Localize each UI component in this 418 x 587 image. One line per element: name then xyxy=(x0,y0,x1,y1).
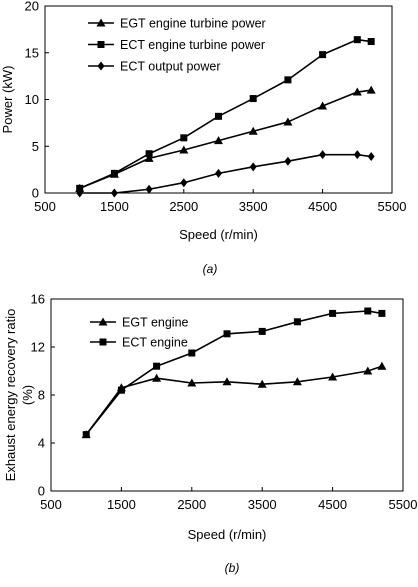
chart-b-y-tick-label: 12 xyxy=(31,340,45,355)
chart-b-series-1-point xyxy=(292,377,302,386)
chart-b-plot-frame xyxy=(50,298,404,492)
chart-b-legend-marker-2 xyxy=(99,338,107,346)
chart-a-series-3-point xyxy=(180,178,188,188)
chart-b-series-2-point xyxy=(153,362,161,370)
chart-a-series-2-point xyxy=(76,184,84,192)
chart-b-series-1-point xyxy=(363,366,373,375)
chart-a-series-1-point xyxy=(352,87,362,96)
chart-a-series-2-point xyxy=(215,112,222,120)
chart-b-x-tick-label: 500 xyxy=(40,497,62,512)
chart-a-series-2-point xyxy=(180,134,188,142)
chart-a-x-tick-label: 2500 xyxy=(169,199,198,214)
chart-a-caption: (a) xyxy=(203,262,218,276)
chart-a-series-1-point xyxy=(248,126,258,135)
chart-b-legend-label-2: ECT engine xyxy=(122,336,188,350)
chart-b-caption: (b) xyxy=(225,561,240,575)
chart-b-series-2-point xyxy=(223,330,231,338)
chart-b-series-2-point xyxy=(293,318,301,326)
chart-a-x-tick-label: 500 xyxy=(34,199,56,214)
chart-a-series-3-point xyxy=(367,152,375,162)
chart-a-x-tick-label: 1500 xyxy=(100,199,129,214)
chart-a-series-3-point xyxy=(76,188,84,198)
chart-a-series-1-point xyxy=(366,85,376,94)
chart-a-x-axis-label: Speed (r/min) xyxy=(179,227,258,242)
chart-a-series-line-1 xyxy=(79,89,372,190)
chart-b-series-2-point xyxy=(117,386,125,394)
chart-b-x-axis-label: Speed (r/min) xyxy=(188,527,267,542)
chart-a-series-2-point xyxy=(249,95,257,103)
chart-b-y-tick-label: 0 xyxy=(38,484,45,499)
chart-a-legend-marker-2 xyxy=(97,41,105,48)
chart-b-x-tick-label: 1500 xyxy=(107,497,136,512)
chart-b-series-line-1 xyxy=(85,365,383,436)
chart-b-x-tick-label: 4500 xyxy=(318,497,347,512)
chart-a-y-tick-label: 0 xyxy=(32,186,39,201)
chart-b-series-2-point xyxy=(82,431,90,439)
chart-b-x-tick-label: 3500 xyxy=(248,497,277,512)
chart-a-x-tick-label: 5500 xyxy=(378,199,407,214)
chart-a-y-tick-label: 15 xyxy=(25,45,39,60)
chart-a-series-line-3 xyxy=(79,153,372,194)
chart-a-series-3-point xyxy=(145,184,153,194)
chart-b-x-tick-label: 2500 xyxy=(177,497,206,512)
chart-a-series-1-point xyxy=(214,136,223,145)
chart-a-legend-label-1: EGT engine turbine power xyxy=(120,17,266,31)
chart-b-series-2-point xyxy=(188,349,196,357)
chart-a-series-3-point xyxy=(353,150,361,160)
chart-a-series-1-point xyxy=(144,153,154,162)
chart-a-series-2-point xyxy=(319,51,327,59)
chart-b-series-2-point xyxy=(258,327,266,335)
chart-a-series-3-point xyxy=(319,150,327,160)
chart-b-series-1-point xyxy=(152,373,162,382)
chart-b-series-line-2 xyxy=(85,310,383,436)
chart-a-series-1-point xyxy=(318,101,328,110)
chart-a-y-tick-label: 5 xyxy=(32,139,39,154)
chart-b-y-tick-label: 16 xyxy=(31,292,45,307)
chart-b-series-2-point xyxy=(378,309,386,317)
chart-b-y-tick-label: 4 xyxy=(38,436,45,451)
chart-a-series-2-point xyxy=(353,36,361,44)
chart-a-y-tick-label: 20 xyxy=(25,0,39,14)
chart-a-series-line-2 xyxy=(79,38,372,190)
chart-b-series-1-point xyxy=(257,379,267,388)
chart-a-x-tick-label: 3500 xyxy=(239,199,268,214)
chart-a-x-tick-label: 4500 xyxy=(308,199,337,214)
chart-a-series-2-point xyxy=(145,150,153,158)
chart-a-series-1-point xyxy=(179,145,189,154)
chart-a-series-2-point xyxy=(367,38,375,46)
chart-b-legend-label-1: EGT engine xyxy=(122,316,189,330)
chart-a-legend-marker-3 xyxy=(97,61,105,71)
chart-b-series-1-point xyxy=(187,378,197,387)
chart-b-y-tick-label: 8 xyxy=(38,388,45,403)
chart-b-series-2-point xyxy=(329,309,337,317)
chart-a-legend-marker-1 xyxy=(96,18,106,27)
chart-a-legend-label-2: ECT engine turbine power xyxy=(120,38,265,52)
chart-b-legend-marker-1 xyxy=(98,317,108,326)
chart-b-y-axis-label: Exhaust energy recovery ratio xyxy=(3,309,18,482)
chart-a-series-3-point xyxy=(215,168,222,178)
chart-a-series-1-point xyxy=(283,117,293,126)
chart-a-series-2-point xyxy=(284,76,292,84)
chart-b-y-axis-unit: (%) xyxy=(20,385,35,405)
chart-a-series-3-point xyxy=(249,162,257,172)
chart-a-series-3-point xyxy=(110,188,118,198)
chart-a-y-tick-label: 10 xyxy=(25,92,39,107)
chart-b-x-tick-label: 5500 xyxy=(389,497,418,512)
chart-b-series-1-point xyxy=(328,372,338,381)
chart-b-series-1-point xyxy=(377,361,387,370)
chart-a-series-2-point xyxy=(110,169,118,177)
chart-a-series-3-point xyxy=(284,156,292,166)
chart-b-series-2-point xyxy=(364,307,372,315)
chart-a-y-axis-label: Power (kW) xyxy=(0,66,15,134)
chart-b-series-1-point xyxy=(222,377,232,386)
chart-a-legend-label-3: ECT output power xyxy=(120,60,221,74)
